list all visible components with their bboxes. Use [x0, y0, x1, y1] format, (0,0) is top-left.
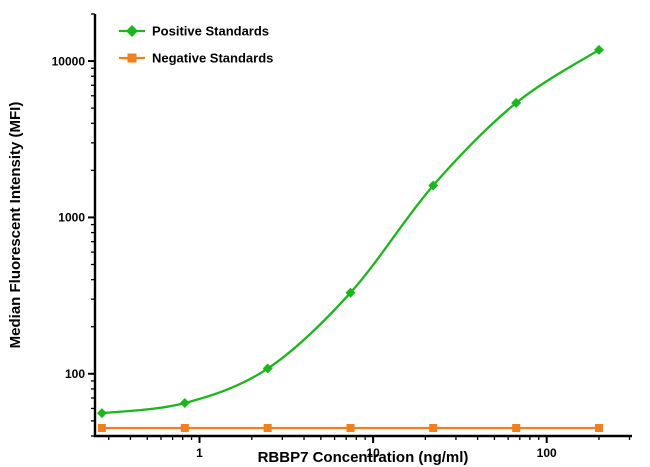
y-tick-label: 100 — [65, 367, 85, 381]
x-tick-label: 1 — [196, 446, 203, 460]
data-point-diamond-icon — [511, 97, 522, 108]
data-point-square-icon — [346, 424, 355, 433]
x-tick-label: 10 — [366, 446, 380, 460]
y-tick-label: 10000 — [52, 54, 86, 68]
legend-label-negative: Negative Standards — [152, 51, 273, 66]
legend-label-positive: Positive Standards — [152, 24, 269, 39]
data-point-square-icon — [97, 424, 106, 433]
data-point-diamond-icon — [345, 287, 356, 298]
data-point-diamond-icon — [96, 408, 107, 419]
data-point-diamond-icon — [428, 180, 439, 191]
plot-area: 1 10 100 100 1000 10000 — [52, 13, 632, 460]
legend-item-negative: Negative Standards — [119, 51, 273, 66]
y-tick-label: 1000 — [58, 211, 85, 225]
data-point-square-icon — [594, 424, 603, 433]
data-point-diamond-icon — [179, 398, 190, 409]
data-point-diamond-icon — [593, 44, 604, 55]
legend: Positive Standards Negative Standards — [119, 24, 273, 66]
legend-marker-negative-square-icon — [127, 53, 137, 63]
data-point-square-icon — [263, 424, 272, 433]
data-point-square-icon — [512, 424, 521, 433]
legend-item-positive: Positive Standards — [119, 24, 269, 39]
x-tick-label: 100 — [537, 446, 557, 460]
legend-marker-positive-diamond-icon — [126, 25, 138, 37]
y-axis-title: Median Fluorescent Intensity (MFI) — [7, 102, 24, 349]
data-point-diamond-icon — [262, 363, 273, 374]
x-axis-title: RBBP7 Concentration (ng/ml) — [258, 449, 469, 466]
data-point-square-icon — [429, 424, 438, 433]
data-point-square-icon — [180, 424, 189, 433]
series-curve-0 — [101, 48, 600, 415]
